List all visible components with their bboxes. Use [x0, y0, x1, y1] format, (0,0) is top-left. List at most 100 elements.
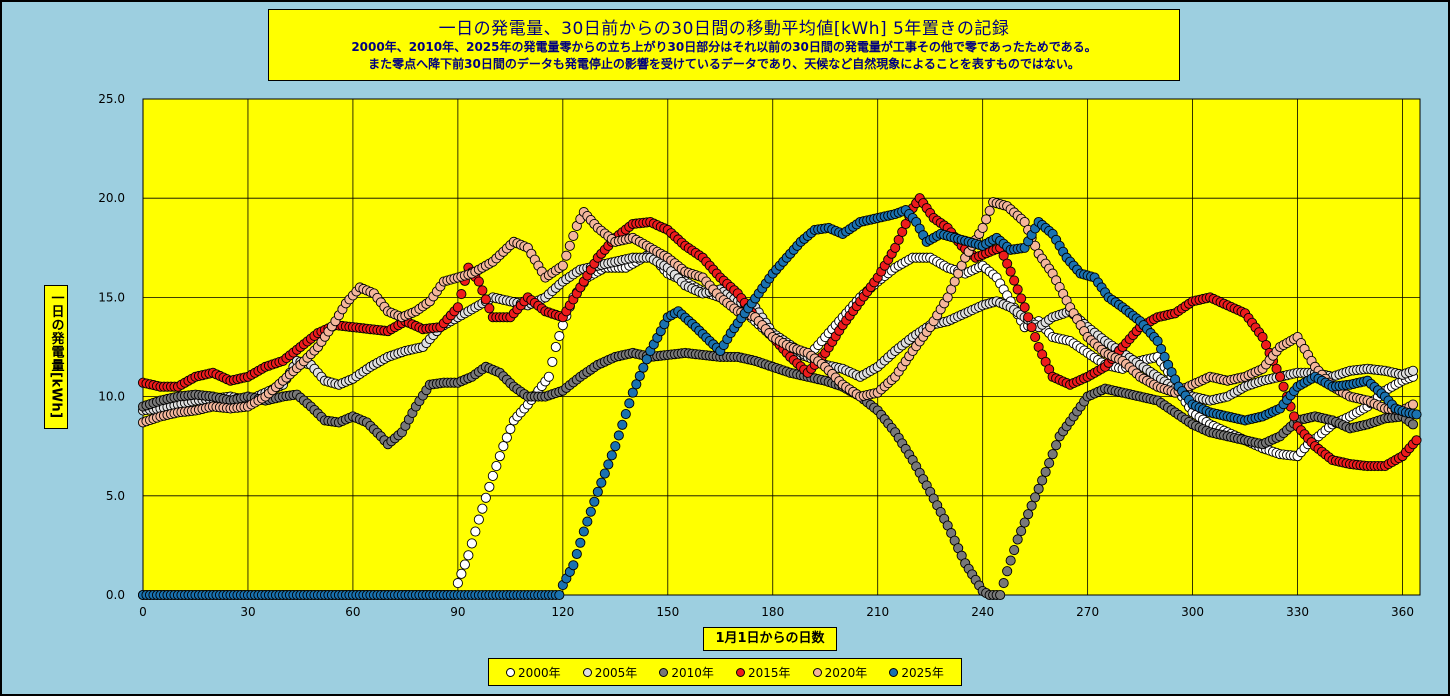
data-point	[1037, 475, 1048, 486]
y-axis-label: 一日の発電量[kWh]	[48, 291, 64, 419]
legend-item: 2020年	[812, 664, 868, 681]
y-tick-label: 25.0	[98, 92, 125, 106]
data-point	[564, 240, 575, 251]
data-point	[505, 423, 516, 435]
data-point	[1051, 440, 1062, 451]
x-tick-label: 120	[551, 605, 574, 619]
data-point	[477, 285, 488, 296]
data-point	[484, 481, 495, 492]
data-point	[984, 205, 995, 216]
data-point	[981, 214, 992, 225]
x-tick-label: 210	[866, 605, 889, 619]
x-tick-label: 360	[1391, 605, 1414, 619]
legend-label: 2020年	[824, 665, 868, 680]
data-point	[1026, 500, 1037, 511]
data-point	[617, 419, 628, 430]
data-point	[1005, 266, 1016, 277]
data-point	[470, 526, 481, 537]
data-point	[638, 362, 649, 373]
data-point	[599, 468, 610, 479]
data-point	[1009, 544, 1020, 556]
data-point	[1019, 517, 1030, 528]
data-point	[1044, 458, 1055, 469]
data-point	[1026, 322, 1037, 333]
data-point	[610, 441, 621, 452]
data-point	[620, 409, 631, 420]
data-point	[589, 496, 600, 507]
data-point	[977, 222, 988, 234]
data-point	[1288, 411, 1300, 422]
y-tick-label: 10.0	[98, 390, 125, 404]
data-point	[1407, 399, 1419, 410]
data-point	[1040, 466, 1051, 478]
data-point	[1030, 492, 1041, 503]
legend-marker-icon	[506, 667, 516, 677]
data-point	[1009, 275, 1020, 286]
data-point	[571, 548, 582, 560]
x-axis-label: 1月1日からの日数	[703, 627, 837, 651]
y-axis-label-box: 一日の発電量[kWh]	[44, 285, 68, 429]
legend-marker-icon	[736, 667, 746, 677]
series-2010年	[137, 347, 1419, 601]
data-point	[480, 294, 491, 305]
data-point	[1023, 312, 1034, 323]
data-point	[547, 356, 558, 367]
legend-label: 2025年	[901, 665, 944, 680]
chart-title: 一日の発電量、30日前からの30日間の移動平均値[kWh] 5年置きの記録	[438, 19, 1010, 39]
data-point	[491, 460, 502, 472]
data-point	[596, 477, 607, 488]
x-tick-label: 300	[1181, 605, 1204, 619]
y-tick-label: 15.0	[98, 290, 125, 304]
data-point	[1030, 332, 1041, 343]
data-point	[575, 537, 586, 548]
x-tick-label: 180	[761, 605, 784, 619]
data-point	[998, 578, 1009, 589]
legend-label: 2005年	[594, 665, 638, 680]
data-point	[557, 260, 568, 271]
x-tick-label: 150	[656, 605, 679, 619]
data-point	[466, 538, 477, 549]
data-point	[484, 303, 495, 314]
data-point	[1047, 449, 1058, 460]
data-point	[550, 341, 561, 353]
series-2025年	[137, 205, 1422, 601]
data-point	[477, 503, 488, 514]
chart-note-line-2: また零点へ降下前30日間のデータも発電停止の影響を受けているデータであり、天候な…	[368, 57, 1080, 71]
chart-title-box: 一日の発電量、30日前からの30日間の移動平均値[kWh] 5年置きの記録 20…	[268, 9, 1180, 81]
data-point	[1023, 509, 1034, 520]
axes: 0 30 60 90 120 150 180 210 240 270 300 330 360 0.0 5.0…	[98, 92, 1414, 619]
data-point	[473, 514, 484, 525]
x-tick-label: 30	[240, 605, 255, 619]
grid-lines	[143, 99, 1420, 595]
data-point	[554, 589, 565, 601]
data-point	[1407, 365, 1419, 376]
data-point	[1275, 371, 1286, 382]
data-point	[561, 250, 572, 261]
data-point	[487, 470, 498, 482]
x-tick-label: 90	[450, 605, 465, 619]
data-point	[627, 387, 638, 398]
data-point	[1411, 435, 1422, 446]
data-point	[1016, 293, 1027, 304]
chart-note-line-1: 2000年、2010年、2025年の発電量零からの立ち上がり30日部分はそれ以前…	[351, 40, 1097, 54]
data-point	[1033, 483, 1044, 494]
data-point	[459, 559, 470, 570]
y-tick-label: 20.0	[98, 191, 125, 205]
data-point	[1005, 555, 1016, 566]
legend-item: 2000年	[506, 664, 561, 681]
legend-label: 2010年	[671, 665, 714, 680]
data-point	[498, 441, 509, 452]
data-point	[995, 589, 1006, 601]
x-tick-label: 330	[1286, 605, 1309, 619]
data-point	[606, 450, 617, 461]
data-point	[1019, 302, 1030, 313]
data-point	[578, 526, 589, 537]
data-point	[501, 432, 512, 443]
data-point	[1016, 525, 1027, 537]
data-point	[1012, 284, 1023, 295]
data-point	[568, 560, 579, 571]
data-point	[456, 289, 467, 300]
data-point	[582, 516, 593, 527]
data-point	[585, 506, 596, 517]
data-point	[1407, 419, 1419, 430]
